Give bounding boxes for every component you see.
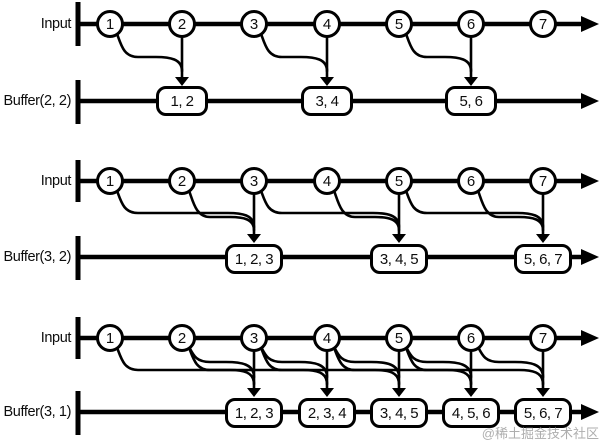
input-node: 5 — [385, 10, 413, 38]
emission-arrowhead — [392, 388, 406, 397]
input-node: 2 — [168, 10, 196, 38]
buffer-operator-label: Buffer(2, 2) — [3, 93, 72, 109]
buffer-operator-label: Buffer(3, 1) — [3, 404, 72, 420]
input-node: 4 — [313, 324, 341, 352]
buffer-timeline-arrowhead — [581, 249, 599, 265]
buffer-box: 4, 5, 6 — [442, 398, 500, 428]
input-node: 3 — [240, 324, 268, 352]
emission-curve — [403, 343, 545, 386]
input-node: 1 — [96, 10, 124, 38]
input-node: 1 — [96, 167, 124, 195]
input-node: 6 — [457, 324, 485, 352]
buffer-box: 5, 6 — [445, 86, 497, 116]
emission-arrowhead — [392, 234, 406, 243]
input-node: 7 — [529, 324, 557, 352]
emission-arrowhead — [464, 77, 478, 86]
buffer-timeline-arrowhead — [581, 93, 599, 109]
emission-arrowhead — [320, 388, 334, 397]
input-node: 7 — [529, 10, 557, 38]
emission-arrowhead — [320, 77, 334, 86]
emission-curve — [403, 29, 473, 73]
input-label: Input — [40, 173, 72, 189]
input-node: 2 — [168, 167, 196, 195]
emission-curve — [186, 186, 256, 232]
emission-curve — [114, 29, 184, 73]
input-node: 5 — [385, 167, 413, 195]
buffer-box: 2, 3, 4 — [298, 398, 356, 428]
emission-curve — [331, 343, 473, 386]
buffer-box: 3, 4, 5 — [370, 244, 428, 274]
input-node: 3 — [240, 10, 268, 38]
input-node: 4 — [313, 167, 341, 195]
emission-arrowhead — [536, 234, 550, 243]
buffer-operator-label: Buffer(3, 2) — [3, 249, 72, 265]
buffer-box: 1, 2, 3 — [225, 398, 283, 428]
buffer-box: 5, 6, 7 — [514, 244, 572, 274]
buffer-box: 3, 4 — [301, 86, 353, 116]
emission-arrowhead — [247, 234, 261, 243]
emission-curve — [475, 186, 545, 232]
emission-curve — [403, 186, 545, 229]
buffer-box: 5, 6, 7 — [514, 398, 572, 428]
input-timeline-arrowhead — [581, 16, 599, 32]
emission-curve — [258, 29, 329, 73]
emission-curve — [475, 343, 545, 379]
emission-curve — [258, 186, 401, 229]
input-label: Input — [40, 16, 72, 32]
emission-arrowhead — [175, 77, 189, 86]
emission-curve — [114, 186, 256, 229]
input-node: 7 — [529, 167, 557, 195]
input-node: 3 — [240, 167, 268, 195]
emission-arrowhead — [464, 388, 478, 397]
emission-curve — [331, 186, 401, 232]
buffer-box: 3, 4, 5 — [370, 398, 428, 428]
input-label: Input — [40, 330, 72, 346]
buffer-box: 1, 2 — [156, 86, 208, 116]
input-node: 6 — [457, 167, 485, 195]
emission-curve — [114, 343, 256, 386]
input-node: 2 — [168, 324, 196, 352]
emission-arrowhead — [247, 388, 261, 397]
input-timeline-arrowhead — [581, 173, 599, 189]
input-node: 6 — [457, 10, 485, 38]
input-timeline-arrowhead — [581, 330, 599, 346]
input-node: 4 — [313, 10, 341, 38]
input-node: 5 — [385, 324, 413, 352]
buffer-timeline-arrowhead — [581, 404, 599, 420]
emission-curve — [258, 343, 401, 386]
emission-curve — [186, 343, 329, 386]
input-node: 1 — [96, 324, 124, 352]
emission-arrowhead — [536, 388, 550, 397]
buffer-box: 1, 2, 3 — [225, 244, 283, 274]
